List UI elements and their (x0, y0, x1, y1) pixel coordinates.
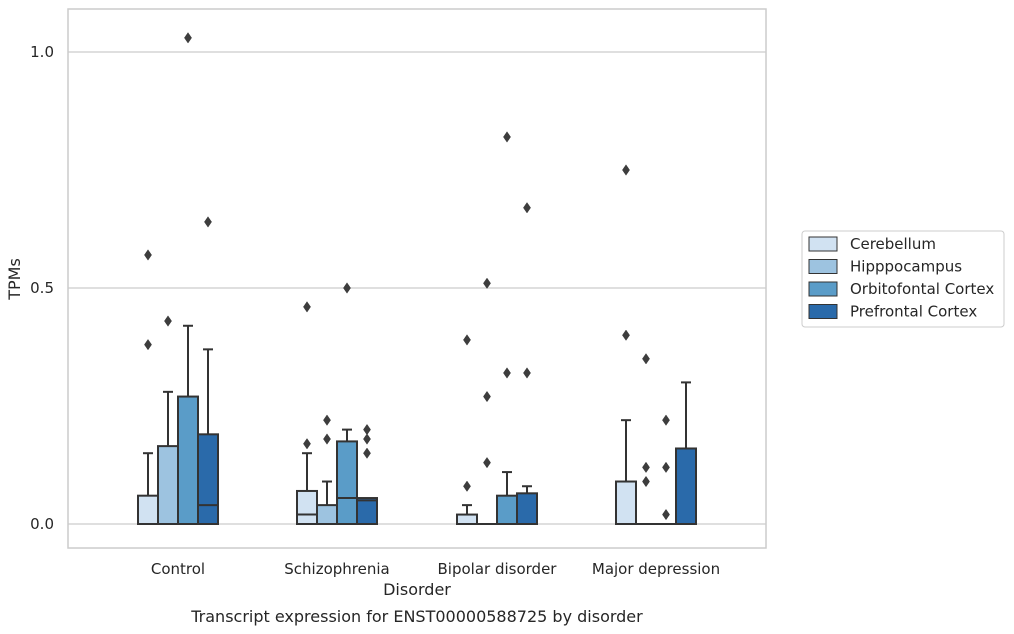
outlier-point (164, 315, 172, 327)
series-1 (157, 277, 656, 525)
box (615, 480, 637, 525)
series-3 (197, 202, 697, 526)
y-tick-labels: 0.00.51.01.52.0 (30, 43, 54, 533)
outlier-point (323, 433, 331, 445)
outlier-point (503, 367, 511, 379)
outlier-point (662, 414, 670, 426)
x-tick-label: Schizophrenia (284, 560, 389, 578)
x-tick-label: Major depression (592, 560, 720, 578)
legend-label: Cerebellum (850, 235, 936, 253)
box (675, 447, 697, 526)
y-tick-label: 1.0 (30, 43, 54, 61)
box (296, 489, 318, 525)
outlier-point (503, 131, 511, 143)
outlier-point (303, 301, 311, 313)
y-axis-label: TPMs (5, 258, 24, 301)
box (316, 504, 338, 525)
box (197, 433, 219, 526)
outlier-point (662, 461, 670, 473)
outlier-point (363, 433, 371, 445)
outlier-point (323, 414, 331, 426)
x-tick-label: Bipolar disorder (438, 560, 558, 578)
x-tick-labels: Control Schizophrenia Bipolar disorder Majo… (151, 560, 720, 578)
box (516, 492, 538, 526)
box (137, 494, 159, 525)
x-tick-label: Control (151, 560, 205, 578)
outlier-point (642, 475, 650, 488)
box (456, 513, 478, 525)
legend-swatch (808, 281, 838, 297)
outlier-point (483, 390, 491, 403)
outlier-point (363, 447, 371, 459)
outlier-point (662, 508, 670, 521)
chart-caption: Transcript expression for ENST0000058872… (190, 607, 643, 626)
outlier-point (463, 334, 471, 346)
legend-label: Orbitofontal Cortex (850, 280, 994, 298)
outlier-point (483, 277, 491, 289)
legend-label: Prefrontal Cortex (850, 303, 977, 321)
box (496, 494, 518, 525)
outlier-point (642, 353, 650, 365)
legend: Cerebellum Hipppocampus Orbitofontal Corte… (801, 230, 1005, 328)
y-tick-label: 0.5 (30, 279, 54, 297)
box (336, 440, 358, 525)
outlier-point (343, 282, 351, 294)
outlier-point (523, 202, 531, 214)
outlier-point (204, 216, 212, 228)
outlier-point (463, 480, 471, 492)
box (356, 497, 378, 526)
x-axis-label: Disorder (383, 580, 451, 599)
legend-swatch (808, 259, 838, 274)
outlier-point (642, 461, 650, 473)
outlier-point (483, 457, 491, 469)
outlier-point (622, 329, 630, 341)
y-tick-label: 0.0 (30, 515, 54, 533)
outlier-point (184, 32, 192, 44)
outlier-point (144, 249, 152, 261)
legend-label: Hipppocampus (850, 258, 962, 276)
box-groups (137, 32, 697, 526)
series-2 (177, 32, 676, 525)
legend-frame (801, 230, 1005, 328)
outlier-point (303, 438, 311, 450)
legend-swatch (808, 236, 838, 252)
outlier-point (144, 339, 152, 351)
outlier-point (523, 367, 531, 379)
box (157, 445, 179, 525)
box (177, 395, 199, 525)
outlier-point (363, 423, 371, 436)
outlier-point (622, 164, 630, 176)
legend-swatch (808, 304, 838, 319)
